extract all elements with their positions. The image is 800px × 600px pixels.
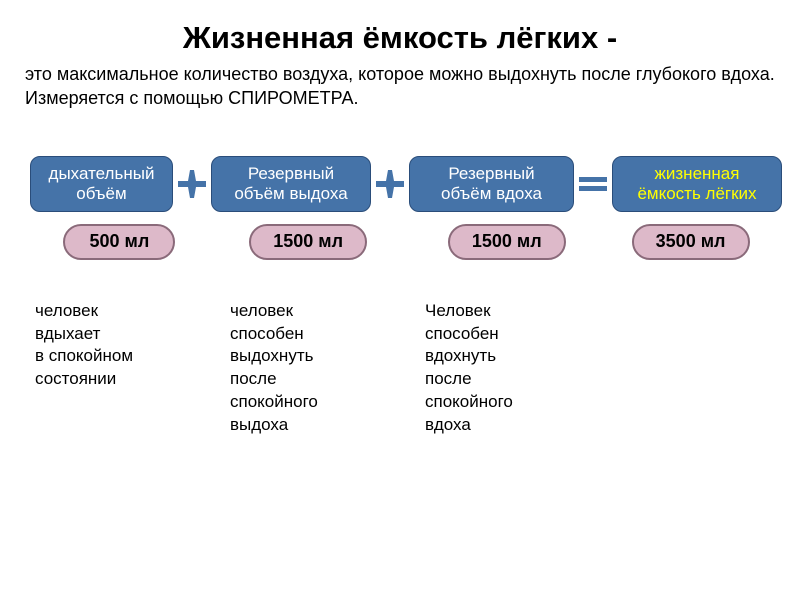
descriptions-row: человеквдыхаетв спокойномсостоянии челове…: [25, 300, 775, 438]
pills-row: 500 мл 1500 мл 1500 мл 3500 мл: [25, 224, 775, 260]
volume-box: дыхательныйобъём: [30, 156, 173, 212]
volume-description: человекспособенвыдохнутьпослеспокойногов…: [230, 300, 385, 438]
volume-description: человеквдыхаетв спокойномсостоянии: [35, 300, 190, 438]
volume-pill: 3500 мл: [632, 224, 750, 260]
volume-box: Резервныйобъём вдоха: [409, 156, 574, 212]
volume-pill: 500 мл: [63, 224, 175, 260]
volume-box: Резервныйобъём выдоха: [211, 156, 371, 212]
page-title: Жизненная ёмкость лёгких -: [25, 20, 775, 56]
volume-description: Человекспособенвдохнутьпослеспокойноговд…: [425, 300, 580, 438]
volume-box: жизненнаяёмкость лёгких: [612, 156, 782, 212]
volume-pill: 1500 мл: [448, 224, 566, 260]
boxes-row: дыхательныйобъём Резервныйобъём выдоха Рез…: [25, 156, 775, 212]
plus-icon: [176, 168, 208, 200]
equals-icon: [577, 168, 609, 200]
volume-pill: 1500 мл: [249, 224, 367, 260]
plus-icon: [374, 168, 406, 200]
page-subtitle: это максимальное количество воздуха, кот…: [25, 62, 775, 111]
